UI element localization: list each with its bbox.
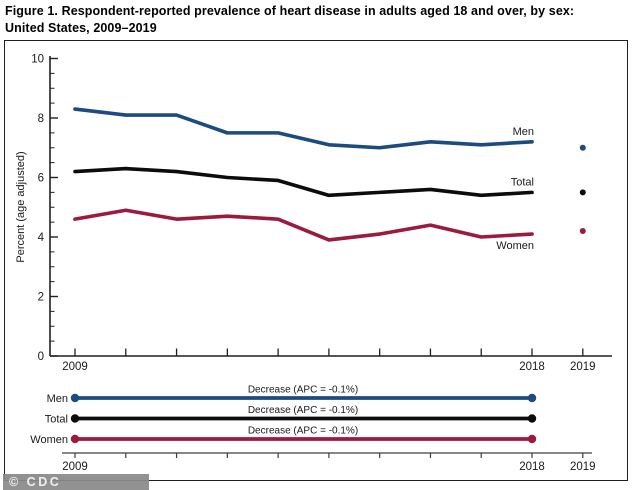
trend-end-dot-men [527,393,537,403]
series-line-men [73,107,534,150]
trend-row-label-women: Women [30,434,68,446]
x-tick-label: 2009 [62,361,88,373]
trend-end-dot-total [527,414,537,423]
y-tick-label: 10 [31,54,44,66]
bottom-axis-tick-label: 2009 [62,461,88,473]
point-2019-men [579,144,586,151]
y-tick-label: 6 [38,173,44,185]
y-axis-title: Percent (age adjusted) [15,151,27,262]
bottom-axis-tick-label: 2019 [570,461,596,473]
trend-row-label-men: Men [47,393,68,405]
trend-label-total: Decrease (APC = -0.1%) [248,405,358,416]
trend-row-label-total: Total [45,414,68,426]
trend-label-women: Decrease (APC = -0.1%) [248,426,358,437]
y-tick-label: 2 [38,292,44,304]
series-label-women: Women [496,240,534,252]
trend-start-dot-men [70,393,80,403]
series-label-total: Total [511,176,534,188]
series-label-men: Men [513,126,534,138]
trend-start-dot-women [70,434,80,444]
point-2019-women [579,228,586,235]
trend-label-men: Decrease (APC = -0.1%) [248,385,358,396]
trend-start-dot-total [70,414,80,423]
x-tick-label: 2019 [570,361,596,373]
x-tick-label: 2018 [519,361,545,373]
bottom-axis-tick-label: 2018 [519,461,545,473]
figure-title: Figure 1. Respondent-reported prevalence… [5,4,575,35]
trend-end-dot-women [527,434,537,444]
cdc-watermark: © CDC [3,474,149,490]
point-2019-total [579,189,586,196]
series-line-women [73,208,534,242]
y-tick-label: 0 [38,351,44,363]
series-line-total [73,166,534,198]
y-tick-label: 8 [38,113,44,125]
y-tick-label: 4 [38,232,45,244]
